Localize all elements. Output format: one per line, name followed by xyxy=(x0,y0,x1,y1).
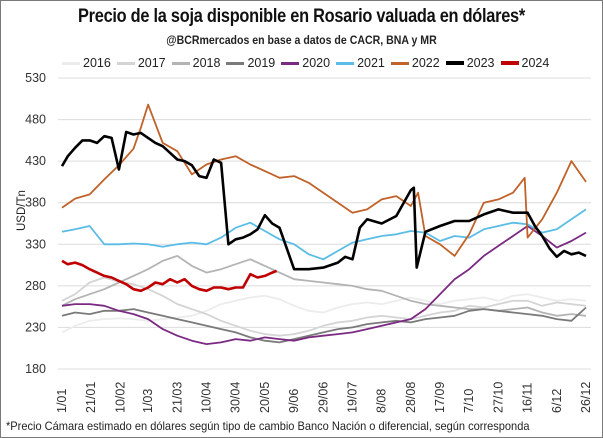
x-tick-label: 1/03 xyxy=(141,389,155,413)
series-line-2017 xyxy=(61,276,587,337)
legend-label: 2023 xyxy=(466,56,495,70)
legend-item-2019: 2019 xyxy=(226,56,275,70)
legend-label: 2022 xyxy=(411,56,440,70)
series-line-2022 xyxy=(61,103,587,257)
x-tick-label: 8/08 xyxy=(375,389,389,413)
y-tick-label: 480 xyxy=(25,113,46,127)
x-tick-label: 21/01 xyxy=(84,382,98,413)
legend-item-2022: 2022 xyxy=(390,56,440,70)
x-tick-label: 26/12 xyxy=(579,382,593,413)
y-tick-label: 430 xyxy=(25,154,46,168)
x-tick-label: 6/12 xyxy=(550,389,564,413)
x-tick-label: 28/08 xyxy=(404,382,418,413)
legend-item-2021: 2021 xyxy=(336,56,385,70)
chart-subtitle: @BCRmercados en base a datos de CACR, BN… xyxy=(166,33,437,47)
chart-title: Precio de la soja disponible en Rosario … xyxy=(77,6,525,27)
legend-swatch xyxy=(500,61,519,65)
footnote: *Precio Cámara estimado en dólares según… xyxy=(6,419,530,433)
y-tick-label: 180 xyxy=(25,362,46,376)
x-tick-label: 7/10 xyxy=(462,389,476,413)
legend-item-2017: 2017 xyxy=(116,56,166,70)
legend-swatch xyxy=(62,61,80,65)
x-tick-label: 9/06 xyxy=(287,389,301,413)
x-tick-label: 27/10 xyxy=(491,382,505,413)
y-tick-label: 280 xyxy=(25,279,46,293)
legend-label: 2018 xyxy=(192,56,221,70)
legend-item-2016: 2016 xyxy=(62,56,111,70)
legend-swatch xyxy=(445,61,464,65)
legend-item-2018: 2018 xyxy=(171,56,221,70)
legend-label: 2020 xyxy=(302,56,331,70)
series-line-2020 xyxy=(61,225,587,346)
legend: 2016 2017 2018 2019 2020 2021 2022 2023 2024 xyxy=(62,55,549,71)
x-tick-label: 10/02 xyxy=(113,382,127,413)
legend-label: 2024 xyxy=(521,56,550,70)
x-tick-label: 21/03 xyxy=(170,382,184,413)
legend-swatch xyxy=(116,61,135,65)
x-tick-labels: 1/01 21/01 10/02 1/03 21/03 10/04 30/04 20/05 9/… xyxy=(55,382,593,413)
legend-swatch xyxy=(336,61,355,65)
y-tick-label: 380 xyxy=(25,196,46,210)
x-tick-label: 29/06 xyxy=(316,382,330,413)
x-tick-label: 17/09 xyxy=(433,382,447,413)
series-line-2024 xyxy=(61,259,278,293)
x-tick-label: 1/01 xyxy=(55,389,69,413)
series-line-2019 xyxy=(61,306,587,344)
legend-label: 2017 xyxy=(137,56,166,70)
legend-label: 2021 xyxy=(357,56,385,70)
legend-swatch xyxy=(390,61,409,65)
legend-swatch xyxy=(226,61,245,65)
legend-swatch xyxy=(171,61,190,65)
legend-label: 2019 xyxy=(247,56,276,70)
x-tick-label: 10/04 xyxy=(200,382,214,413)
legend-swatch xyxy=(281,61,300,65)
series-line-2023 xyxy=(60,130,587,271)
legend-item-2023: 2023 xyxy=(445,56,495,70)
x-tick-label: 19/07 xyxy=(345,382,359,413)
y-tick-labels: 180 230 280 330 380 430 480 530 xyxy=(25,71,46,376)
series-lines xyxy=(60,103,587,346)
y-tick-label: 230 xyxy=(25,320,46,334)
y-tick-label: 330 xyxy=(25,237,46,251)
legend-item-2024: 2024 xyxy=(500,56,550,70)
x-tick-label: 16/11 xyxy=(521,383,535,413)
x-tick-label: 20/05 xyxy=(258,382,272,413)
series-line-2021 xyxy=(61,208,587,261)
y-tick-label: 530 xyxy=(25,71,46,85)
series-line-2016 xyxy=(61,293,587,334)
legend-item-2020: 2020 xyxy=(281,56,330,70)
legend-label: 2016 xyxy=(83,56,111,70)
x-tick-label: 30/04 xyxy=(229,382,243,413)
